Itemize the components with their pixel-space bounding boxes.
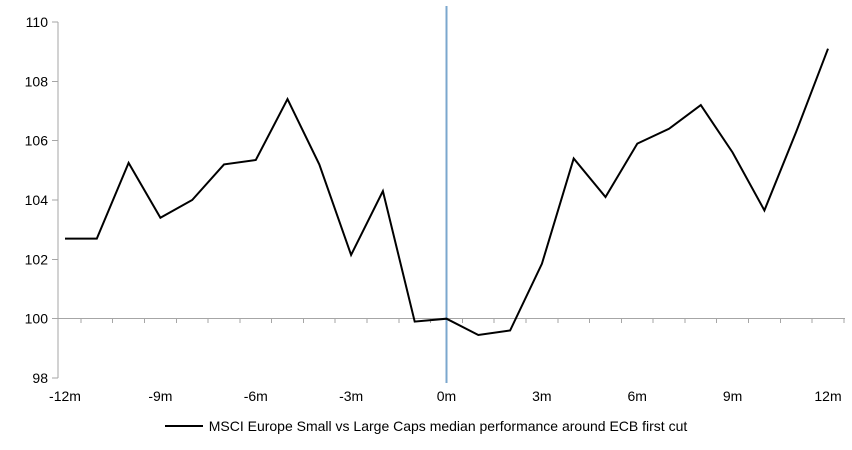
legend-line-swatch — [164, 425, 203, 427]
x-tick-label: 12m — [814, 388, 841, 404]
x-tick-label: 6m — [628, 388, 647, 404]
x-tick-label: 0m — [437, 388, 456, 404]
x-tick-label: -6m — [244, 388, 268, 404]
y-tick-label: 106 — [25, 133, 49, 149]
x-tick-label: 3m — [532, 388, 551, 404]
y-tick-label: 104 — [25, 192, 49, 208]
x-tick-label: -3m — [339, 388, 363, 404]
series-line — [65, 48, 829, 337]
y-tick-label: 108 — [25, 73, 49, 89]
chart-svg: 98 100 102 104 106 108 110 -12m -9m -6m -3m 0m 3m 6m 9… — [25, 6, 845, 404]
x-tick-label: -12m — [49, 388, 81, 404]
x-tick-label: 9m — [723, 388, 742, 404]
legend-label: MSCI Europe Small vs Large Caps median p… — [208, 418, 688, 434]
y-tick-label: 100 — [25, 311, 49, 327]
y-tick-label: 98 — [32, 370, 48, 386]
x-tick-label: -9m — [148, 388, 172, 404]
legend: MSCI Europe Small vs Large Caps median p… — [0, 418, 852, 434]
y-tick-label: 102 — [25, 251, 49, 267]
y-tick-label: 110 — [26, 14, 49, 30]
